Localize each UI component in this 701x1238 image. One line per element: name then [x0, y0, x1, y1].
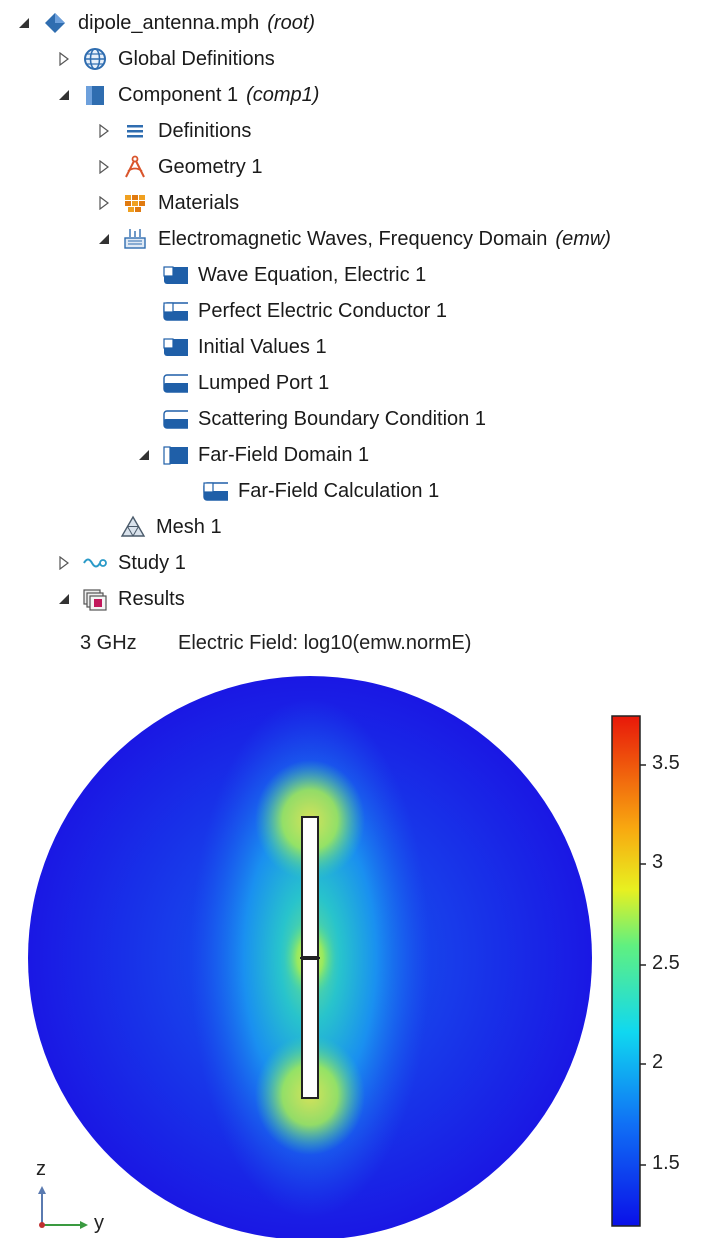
plot-frequency: 3 GHz — [80, 632, 137, 654]
root-label: dipole_antenna.mph — [78, 11, 260, 34]
geometry-compass-icon — [122, 154, 148, 180]
expanded-arrow-icon[interactable] — [14, 13, 34, 33]
definitions-list-icon — [122, 118, 148, 144]
materials-label: Materials — [158, 191, 240, 214]
far-field-domain-label: Far-Field Domain 1 — [198, 443, 370, 466]
geometry-label: Geometry 1 — [158, 155, 263, 178]
root-tag: (root) — [267, 11, 316, 34]
tree-node-definitions[interactable]: Definitions — [94, 114, 251, 148]
definitions-label: Definitions — [158, 119, 252, 142]
study-icon — [82, 550, 108, 576]
pec-label: Perfect Electric Conductor 1 — [198, 299, 447, 322]
physics-label: Electromagnetic Waves, Frequency Domain — [158, 227, 548, 250]
collapsed-arrow-icon[interactable] — [54, 49, 74, 69]
tree-node-root[interactable]: dipole_antenna.mph (root) — [14, 6, 315, 40]
tree-node-initial-values[interactable]: Initial Values 1 — [162, 330, 327, 364]
tree-node-materials[interactable]: Materials — [94, 186, 239, 220]
far-field-calculation-label: Far-Field Calculation 1 — [238, 479, 440, 502]
boundary-feature-icon — [202, 478, 228, 504]
study-label: Study 1 — [118, 551, 186, 574]
tree-node-scattering-boundary[interactable]: Scattering Boundary Condition 1 — [162, 402, 486, 436]
results-icon — [82, 586, 108, 612]
domain-feature-icon — [162, 442, 188, 468]
initial-values-label: Initial Values 1 — [198, 335, 327, 358]
axis-triad — [38, 1186, 88, 1229]
expanded-arrow-icon[interactable] — [54, 85, 74, 105]
boundary-feature-icon — [162, 370, 188, 396]
domain-feature-icon — [162, 262, 188, 288]
tree-node-geometry[interactable]: Geometry 1 — [94, 150, 262, 184]
colorbar-label-3: 3 — [652, 851, 664, 873]
tree-node-far-field-calculation[interactable]: Far-Field Calculation 1 — [202, 474, 439, 508]
tree-node-results[interactable]: Results — [54, 582, 185, 616]
tree-node-far-field-domain[interactable]: Far-Field Domain 1 — [134, 438, 369, 472]
lumped-port-label: Lumped Port 1 — [198, 371, 330, 394]
expanded-arrow-icon[interactable] — [54, 589, 74, 609]
field-plot[interactable] — [0, 620, 701, 1238]
collapsed-arrow-icon[interactable] — [54, 553, 74, 573]
boundary-feature-icon — [162, 406, 188, 432]
tree-node-mesh[interactable]: Mesh 1 — [120, 510, 222, 544]
results-label: Results — [118, 587, 185, 610]
dipole-lower-arm[interactable] — [301, 958, 319, 1099]
tree-node-global-definitions[interactable]: Global Definitions — [54, 42, 275, 76]
mesh-label: Mesh 1 — [156, 515, 222, 538]
dipole-upper-arm[interactable] — [301, 816, 319, 958]
globe-icon — [82, 46, 108, 72]
model-root-icon — [42, 10, 68, 36]
colorbar-label-3-5: 3.5 — [652, 752, 680, 774]
expanded-arrow-icon[interactable] — [134, 445, 154, 465]
wave-equation-label: Wave Equation, Electric 1 — [198, 263, 427, 286]
component-tag: (comp1) — [246, 83, 320, 106]
colorbar-label-1-5: 1.5 — [652, 1152, 680, 1174]
colorbar — [611, 715, 641, 1227]
domain-feature-icon — [162, 334, 188, 360]
tree-node-pec[interactable]: Perfect Electric Conductor 1 — [162, 294, 447, 328]
colorbar-label-2: 2 — [652, 1051, 664, 1073]
scattering-boundary-label: Scattering Boundary Condition 1 — [198, 407, 486, 430]
tree-node-physics[interactable]: Electromagnetic Waves, Frequency Domain … — [94, 222, 611, 256]
tree-node-lumped-port[interactable]: Lumped Port 1 — [162, 366, 329, 400]
expanded-arrow-icon[interactable] — [94, 229, 114, 249]
boundary-feature-icon — [162, 298, 188, 324]
mesh-icon — [120, 514, 146, 540]
tree-node-wave-equation[interactable]: Wave Equation, Electric 1 — [162, 258, 426, 292]
component-label: Component 1 — [118, 83, 239, 106]
materials-icon — [122, 190, 148, 216]
physics-tag: (emw) — [555, 227, 611, 250]
tree-node-study[interactable]: Study 1 — [54, 546, 186, 580]
colorbar-label-2-5: 2.5 — [652, 952, 680, 974]
global-definitions-label: Global Definitions — [118, 47, 275, 70]
physics-interface-icon — [122, 226, 148, 252]
axis-z-label: z — [36, 1158, 46, 1180]
collapsed-arrow-icon[interactable] — [94, 121, 114, 141]
tree-node-component[interactable]: Component 1 (comp1) — [54, 78, 319, 112]
plot-title: Electric Field: log10(emw.normE) — [178, 632, 472, 654]
collapsed-arrow-icon[interactable] — [94, 157, 114, 177]
axis-y-label: y — [94, 1212, 104, 1234]
collapsed-arrow-icon[interactable] — [94, 193, 114, 213]
component-icon — [82, 82, 108, 108]
